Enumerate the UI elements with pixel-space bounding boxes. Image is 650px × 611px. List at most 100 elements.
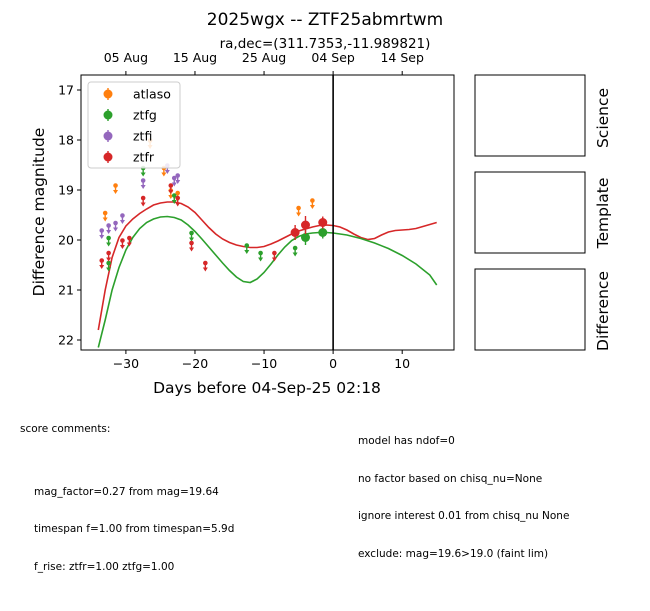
model-comment-line: model has ndof=0: [358, 435, 455, 447]
upper-limit-point: [140, 178, 146, 183]
upper-limit-arrow: [175, 180, 181, 184]
difference-label: Difference: [594, 271, 612, 351]
model-curve: [97, 201, 437, 331]
score-comment-line: timespan f=1.00 from timespan=5.9d: [34, 523, 235, 535]
top-tick-label: 05 Aug: [104, 50, 148, 65]
upper-limit-arrow: [106, 230, 112, 234]
y-tick-label: 22: [58, 333, 74, 348]
upper-limit-arrow: [244, 250, 250, 254]
upper-limit-point: [127, 235, 132, 241]
template-panel: [474, 171, 586, 254]
legend-marker: [103, 89, 113, 99]
upper-limit-point: [203, 260, 208, 266]
y-tick-label: 21: [58, 283, 74, 298]
upper-limit-point: [310, 198, 315, 203]
upper-limit-arrow: [99, 265, 105, 269]
upper-limit-arrow: [140, 185, 146, 189]
upper-limit-point: [272, 250, 277, 256]
upper-limit-point: [120, 213, 125, 218]
upper-limit-point: [292, 245, 298, 251]
score-comments-header: score comments:: [20, 423, 111, 435]
upper-limit-arrow: [171, 200, 177, 204]
x-axis-label: Days before 04-Sep-25 02:18: [153, 379, 381, 397]
upper-limit-arrow: [113, 227, 119, 232]
detection-point: [290, 228, 300, 237]
upper-limit-point: [106, 223, 111, 228]
upper-limit-arrow: [189, 247, 195, 252]
legend-box: [87, 81, 181, 169]
upper-limit-arrow: [309, 205, 315, 209]
template-label: Template: [594, 178, 612, 250]
upper-limit-arrow: [140, 172, 146, 177]
y-axis-label: Difference magnitude: [30, 128, 48, 297]
upper-limit-point: [171, 193, 177, 198]
upper-limit-point: [140, 195, 146, 201]
top-tick-label: 14 Sep: [380, 50, 424, 65]
upper-limit-arrow: [119, 220, 125, 224]
upper-limit-point: [189, 230, 194, 236]
upper-limit-point: [102, 210, 108, 216]
upper-limit-point: [175, 190, 181, 196]
upper-limit-arrow: [126, 242, 132, 247]
upper-limit-arrow: [99, 235, 105, 239]
upper-limit-arrow: [106, 267, 112, 272]
upper-limit-point: [168, 183, 174, 188]
upper-limit-point: [244, 243, 250, 248]
model-comment-line: ignore interest 0.01 from chisq_nu None: [358, 510, 570, 522]
upper-limit-arrow: [106, 242, 112, 247]
upper-limit-arrow: [140, 202, 146, 207]
figure-title: 2025wgx -- ZTF25abmrtwm: [207, 10, 443, 30]
score-comment-line: f_rise: ztfr=1.00 ztfg=1.00: [34, 560, 175, 573]
difference-panel: [474, 268, 586, 351]
figure-subtitle: ra,dec=(311.7353,-11.989821): [220, 36, 431, 52]
legend-label: ztfg: [133, 108, 157, 123]
upper-limit-arrow: [171, 182, 177, 187]
upper-limit-arrow: [119, 245, 125, 249]
legend-label: ztfi: [133, 129, 152, 144]
upper-limit-arrow: [296, 212, 302, 217]
model-comments: model has ndof=0 no factor based on chis…: [358, 410, 569, 573]
upper-limit-point: [175, 195, 181, 201]
upper-limit-point: [99, 258, 105, 263]
x-tick-label: −30: [113, 356, 139, 371]
score-comments: score comments: mag_factor=0.27 from mag…: [20, 398, 234, 611]
plot-frame: [80, 74, 455, 351]
upper-limit-arrow: [189, 237, 195, 242]
upper-limit-point: [120, 238, 125, 243]
y-tick-label: 19: [58, 183, 74, 198]
upper-limit-arrow: [161, 172, 167, 177]
axis-ticks: −30 −20 −10 0 10 05 Aug 15 Aug 25 Aug 04 Sep 14 S…: [58, 50, 424, 371]
upper-limit-point: [258, 250, 263, 256]
upper-limit-arrow: [271, 257, 277, 262]
model-curve: [97, 215, 438, 348]
upper-limit-point: [296, 205, 301, 211]
top-tick-label: 25 Aug: [242, 50, 286, 65]
upper-limit-arrow: [202, 267, 208, 272]
model-comment-line: no factor based on chisq_nu=None: [358, 472, 543, 485]
upper-limit-point: [171, 175, 177, 181]
upper-limit-arrow: [258, 257, 264, 262]
upper-limit-arrow: [102, 217, 108, 222]
detection-point: [318, 218, 328, 227]
science-label: Science: [594, 88, 612, 148]
upper-limit-arrow: [292, 252, 298, 257]
score-comment-line: mag_factor=0.27 from mag=19.64: [34, 485, 219, 498]
upper-limit-point: [106, 235, 111, 241]
legend-marker: [103, 110, 113, 120]
legend: atlaso ztfg ztfi ztfr: [87, 81, 181, 169]
upper-limit-point: [175, 173, 181, 178]
legend-marker: [103, 131, 113, 141]
y-tick-label: 17: [58, 83, 74, 98]
detection-point: [318, 228, 328, 237]
upper-limit-arrow: [106, 257, 112, 262]
upper-limit-arrow: [113, 190, 119, 194]
legend-label: ztfr: [133, 150, 155, 165]
light-curve-figure: 2025wgx -- ZTF25abmrtwm ra,dec=(311.7353…: [30, 10, 612, 397]
y-tick-label: 20: [58, 233, 74, 248]
x-tick-label: 10: [394, 356, 410, 371]
upper-limit-point: [106, 250, 111, 256]
detection-point: [300, 220, 310, 230]
upper-limit-point: [113, 183, 118, 188]
model-comment-line: exclude: mag=19.6>19.0 (faint lim): [358, 547, 549, 560]
legend-marker: [103, 152, 113, 162]
